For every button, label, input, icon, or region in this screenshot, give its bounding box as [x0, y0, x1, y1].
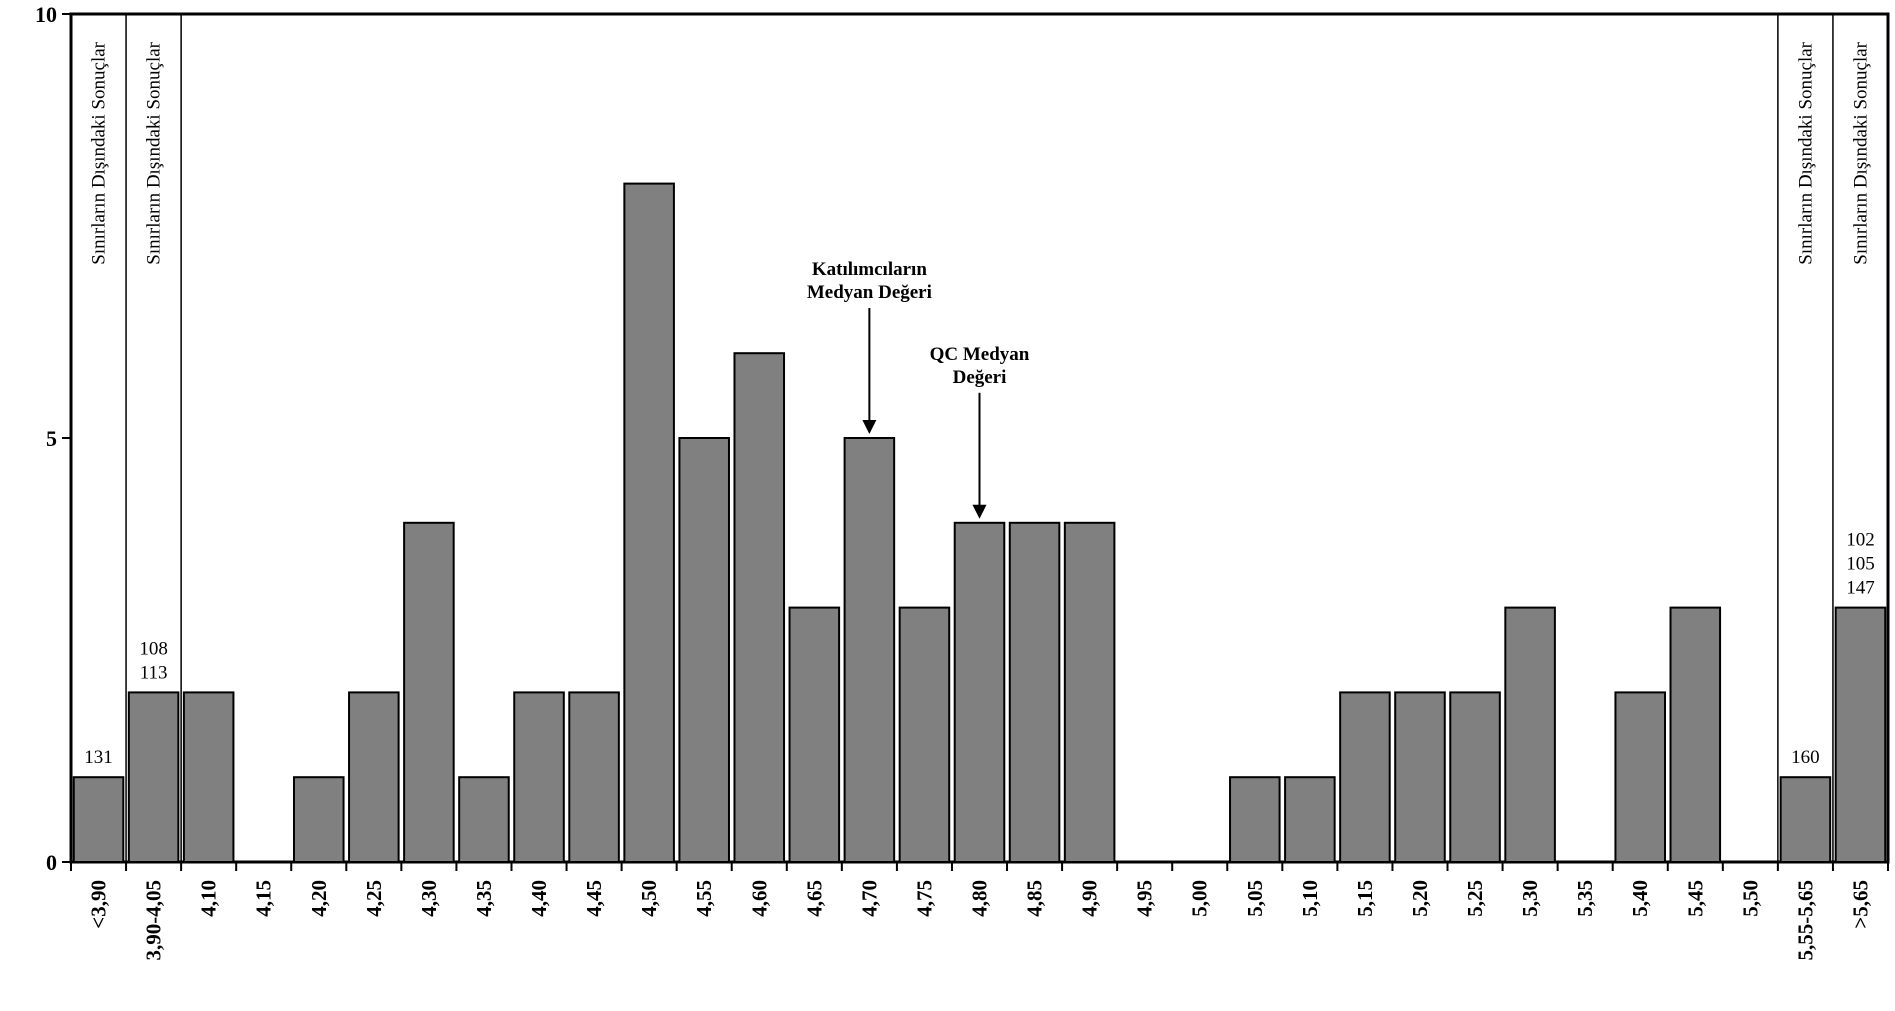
bar — [1339, 691, 1391, 864]
bar — [182, 691, 235, 864]
x-tick-label: 4,90 — [1078, 880, 1102, 917]
bar — [1834, 606, 1887, 863]
bar — [1614, 691, 1667, 864]
x-tick-label: 4,60 — [747, 880, 771, 917]
x-tick-label: 4,35 — [472, 880, 496, 917]
bar — [458, 776, 510, 864]
x-tick-label: 5,25 — [1463, 880, 1487, 917]
x-tick-label: 4,15 — [252, 880, 276, 917]
out-of-range-labels: Sınırların Dışındaki Sonuçlar Sınırların … — [89, 41, 1872, 264]
bar — [898, 606, 951, 863]
x-tick-labels: <3,90 3,90-4,05 4,10 4,15 4,20 4,25 4,30 4,35 4,… — [87, 880, 1873, 961]
bar — [678, 437, 730, 863]
x-tick-label: 5,40 — [1628, 880, 1652, 917]
bar — [1008, 521, 1061, 863]
bar — [953, 521, 1006, 863]
bar — [403, 521, 455, 863]
bar — [1284, 776, 1336, 864]
bar-value-labels: 131 108 113 160 102 105 147 — [84, 530, 1874, 769]
annotation-text: Değeri — [953, 367, 1007, 388]
bar-value-label: 131 — [84, 747, 113, 768]
bar — [788, 606, 841, 863]
x-tick-label: 4,30 — [417, 880, 441, 917]
x-tick-label: 4,95 — [1133, 880, 1157, 917]
x-tick-label: 5,20 — [1408, 880, 1432, 917]
y-tick-labels: 0 5 10 — [35, 2, 57, 875]
x-tick-label: 4,55 — [692, 880, 716, 917]
annotation-text: Medyan Değeri — [807, 282, 932, 303]
bar — [1669, 606, 1722, 863]
x-tick-label: 5,30 — [1518, 880, 1542, 917]
annotation-arrow-head — [972, 504, 987, 519]
x-tick-label: 4,65 — [802, 880, 826, 917]
bar — [733, 352, 786, 863]
bar — [1779, 776, 1832, 864]
y-tick-label: 10 — [35, 2, 57, 27]
x-tick-label: 4,25 — [362, 880, 386, 917]
x-tick-label: 4,50 — [637, 880, 661, 917]
annotation-text: Katılımcıların — [812, 259, 927, 280]
x-tick-label: <3,90 — [87, 880, 111, 929]
bar-value-label: 102 — [1846, 530, 1875, 551]
bar — [843, 437, 896, 863]
x-tick-label: 5,50 — [1738, 880, 1762, 917]
bar — [292, 776, 345, 864]
x-tick-label: 5,10 — [1298, 880, 1322, 917]
x-tick-label: 4,85 — [1023, 880, 1047, 917]
x-tick-label: >5,65 — [1848, 880, 1872, 929]
bar — [1229, 776, 1281, 864]
bar — [568, 691, 620, 864]
bar-value-label: 113 — [140, 662, 168, 683]
bar — [127, 691, 180, 864]
bar — [72, 776, 125, 864]
bar — [1449, 691, 1501, 864]
x-tick-label: 4,10 — [197, 880, 221, 917]
x-tick-label: 3,90-4,05 — [142, 880, 166, 961]
x-tick-label: 5,35 — [1573, 880, 1597, 917]
x-tick-label: 4,70 — [857, 880, 881, 917]
bar — [623, 182, 675, 864]
bar — [513, 691, 565, 864]
x-tick-label: 5,00 — [1188, 880, 1212, 917]
x-tick-label: 4,75 — [912, 880, 936, 917]
annotation-text: QC Medyan — [930, 344, 1030, 365]
bar — [1504, 606, 1556, 863]
x-tick-label: 5,05 — [1243, 880, 1267, 917]
x-tick-label: 4,45 — [582, 880, 606, 917]
out-of-range-separators — [125, 14, 1834, 862]
y-tick-label: 0 — [46, 850, 57, 875]
annotation-arrow-head — [862, 420, 877, 434]
bar — [1063, 521, 1116, 863]
x-tick-label: 5,55-5,65 — [1793, 880, 1817, 961]
out-of-range-label: Sınırların Dışındaki Sonuçlar — [1850, 41, 1871, 264]
bar-value-label: 105 — [1846, 554, 1875, 575]
bar-value-label: 160 — [1791, 747, 1820, 768]
x-tick-label: 5,15 — [1353, 880, 1377, 917]
y-tick-label: 5 — [46, 426, 57, 451]
out-of-range-label: Sınırların Dışındaki Sonuçlar — [1795, 41, 1816, 264]
bars — [72, 182, 1887, 864]
out-of-range-label: Sınırların Dışındaki Sonuçlar — [144, 41, 165, 264]
bar-value-label: 108 — [139, 638, 168, 659]
out-of-range-label: Sınırların Dışındaki Sonuçlar — [89, 41, 110, 264]
x-tick-label: 4,80 — [968, 880, 992, 917]
bar — [348, 691, 400, 864]
x-tick-label: 4,40 — [527, 880, 551, 917]
x-tick-label: 4,20 — [307, 880, 331, 917]
x-tick-label: 5,45 — [1683, 880, 1707, 917]
bar — [1394, 691, 1446, 864]
bar-value-label: 147 — [1846, 578, 1875, 599]
